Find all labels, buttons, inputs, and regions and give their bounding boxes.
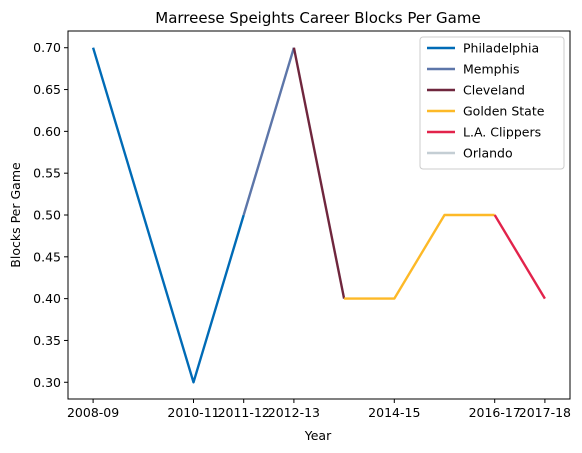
y-tick-label: 0.60 xyxy=(33,124,61,139)
y-tick-label: 0.45 xyxy=(33,249,61,264)
legend: Philadelphia Memphis Cleveland Golden State… xyxy=(420,37,564,169)
series-line-memphis xyxy=(244,48,294,215)
legend-label-golden-state: Golden State xyxy=(463,104,545,119)
y-axis: 0.30 0.35 0.40 0.45 0.50 0.55 0.60 0.65 0.70 xyxy=(33,40,68,390)
y-axis-label: Blocks Per Game xyxy=(8,162,23,268)
y-tick-label: 0.65 xyxy=(33,82,61,97)
y-tick-label: 0.70 xyxy=(33,40,61,55)
legend-label-orlando: Orlando xyxy=(463,146,513,161)
x-tick-label: 2008-09 xyxy=(67,405,119,420)
y-tick-label: 0.55 xyxy=(33,166,61,181)
legend-label-memphis: Memphis xyxy=(463,62,520,77)
series-line-golden-state xyxy=(344,215,495,299)
x-tick-label: 2016-17 xyxy=(469,405,521,420)
series-line-philadelphia xyxy=(93,48,244,383)
y-tick-label: 0.50 xyxy=(33,208,61,223)
series-line-l-a-clippers xyxy=(495,215,545,299)
legend-label-l-a-clippers: L.A. Clippers xyxy=(463,125,541,140)
y-tick-label: 0.30 xyxy=(33,375,61,390)
x-tick-label: 2014-15 xyxy=(368,405,420,420)
x-axis-label: Year xyxy=(304,428,332,443)
x-tick-label: 2010-11 xyxy=(167,405,219,420)
x-tick-label: 2017-18 xyxy=(519,405,571,420)
x-tick-label: 2011-12 xyxy=(218,405,270,420)
legend-label-cleveland: Cleveland xyxy=(463,83,525,98)
y-tick-label: 0.40 xyxy=(33,291,61,306)
x-tick-label: 2012-13 xyxy=(268,405,320,420)
series-line-cleveland xyxy=(294,48,344,299)
chart-title: Marreese Speights Career Blocks Per Game xyxy=(155,9,480,27)
y-tick-label: 0.35 xyxy=(33,333,61,348)
legend-label-philadelphia: Philadelphia xyxy=(463,41,539,56)
